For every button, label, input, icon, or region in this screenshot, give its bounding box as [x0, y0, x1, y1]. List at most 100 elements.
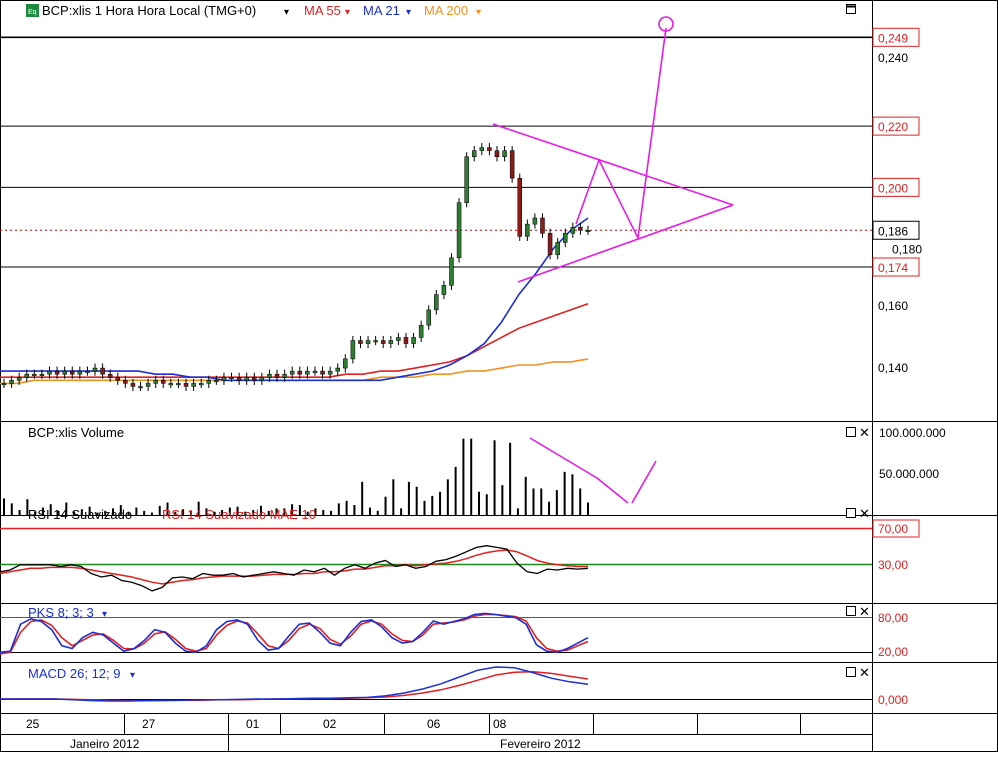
- candle: [62, 366, 67, 379]
- volume-bar: [516, 508, 519, 515]
- volume-bar: [189, 510, 192, 515]
- level-label-1: 0,220: [878, 120, 908, 134]
- volume-drawing[interactable]: [529, 437, 657, 504]
- volume-panel-controls[interactable]: ✕: [846, 425, 870, 440]
- triangle-upper-line[interactable]: [492, 123, 734, 206]
- candle: [145, 378, 151, 392]
- candle: [24, 369, 30, 382]
- close-rsi-icon[interactable]: ✕: [859, 506, 870, 521]
- candle: [85, 366, 90, 376]
- volume-bar: [80, 509, 83, 515]
- maximize-rsi-icon[interactable]: [846, 508, 856, 518]
- candle: [555, 237, 560, 260]
- price-axis: 0,240 0,160 0,140: [878, 51, 908, 375]
- volume-bar: [361, 481, 364, 515]
- candle: [494, 146, 500, 162]
- level-label-0: 0,249: [878, 31, 908, 45]
- price-tick-0160: 0,160: [878, 299, 908, 313]
- ma21-dropdown-icon[interactable]: ▾: [406, 7, 411, 18]
- candle: [115, 372, 121, 385]
- volume-bar: [532, 488, 535, 515]
- pks-panel: PKS 8; 3; 3 ▾ ✕ 80,00 20,00: [0, 604, 908, 659]
- candle: [456, 198, 462, 263]
- pks-title[interactable]: PKS 8; 3; 3: [28, 605, 94, 620]
- price-tick-0180: 0,180: [892, 243, 922, 257]
- candle: [297, 366, 303, 379]
- projection-target-circle[interactable]: [658, 16, 674, 32]
- day-label-08: 08: [493, 717, 507, 731]
- pks-dropdown-icon[interactable]: ▾: [102, 609, 107, 620]
- volume-bar: [509, 442, 512, 515]
- volume-bar: [158, 505, 161, 515]
- volume-bar: [524, 476, 527, 515]
- ma21-label[interactable]: MA 21: [363, 3, 400, 18]
- volume-bar: [143, 510, 146, 515]
- close-volume-icon[interactable]: ✕: [859, 425, 870, 440]
- candle: [350, 335, 356, 364]
- maximize-volume-icon[interactable]: [846, 427, 856, 437]
- volume-bar: [174, 511, 177, 515]
- triangle-pattern-drawing[interactable]: [492, 16, 734, 283]
- volume-bar: [221, 510, 224, 515]
- maximize-macd-icon[interactable]: [846, 667, 856, 677]
- candle: [214, 375, 219, 385]
- candle: [517, 173, 522, 241]
- macd-title[interactable]: MACD 26; 12; 9: [28, 666, 121, 681]
- candle: [509, 146, 515, 183]
- volume-bar: [213, 511, 216, 515]
- volume-bar: [205, 508, 208, 515]
- symbol-dropdown-icon[interactable]: ▾: [284, 7, 289, 18]
- candle: [229, 372, 234, 382]
- candle: [236, 372, 242, 385]
- day-label-01: 01: [246, 717, 260, 731]
- volume-bars: [3, 438, 589, 515]
- projection-zigzag[interactable]: [575, 27, 667, 241]
- candle: [570, 222, 576, 238]
- ma55-dropdown-icon[interactable]: ▾: [345, 7, 350, 18]
- volume-bar: [555, 490, 558, 515]
- close-pks-icon[interactable]: ✕: [859, 604, 870, 619]
- pks-tick-80: 80,00: [878, 611, 908, 625]
- volume-bar: [439, 491, 442, 515]
- rsi-panel: RSI 14 Suavizado RSI 14 Suavizado MAE 10…: [0, 506, 920, 592]
- volume-bar: [26, 499, 29, 515]
- ma200-dropdown-icon[interactable]: ▾: [476, 7, 481, 18]
- equity-icon-label: Eq: [28, 9, 37, 16]
- close-macd-icon[interactable]: ✕: [859, 665, 870, 680]
- macd-lines: [0, 666, 589, 702]
- maximize-pks-icon[interactable]: [846, 606, 856, 616]
- volume-tick-100m: 100.000.000: [879, 426, 946, 440]
- triangle-lower-line[interactable]: [517, 204, 734, 283]
- macd-dropdown-icon[interactable]: ▾: [130, 670, 135, 681]
- candle: [585, 225, 591, 235]
- volume-bar: [73, 511, 76, 515]
- symbol-title[interactable]: BCP:xlis 1 Hora Hora Local (TMG+0): [42, 3, 256, 18]
- candle: [198, 378, 204, 388]
- candle: [365, 335, 371, 349]
- volume-trend-line[interactable]: [529, 437, 598, 479]
- candle: [138, 381, 143, 392]
- candle: [471, 146, 477, 162]
- candle: [77, 366, 83, 379]
- volume-projection-down[interactable]: [596, 477, 629, 504]
- volume-projection-up[interactable]: [631, 460, 657, 504]
- volume-bar: [477, 491, 480, 515]
- ma55-label[interactable]: MA 55: [304, 3, 341, 18]
- candle: [540, 213, 545, 238]
- day-label-25: 25: [26, 717, 40, 731]
- candle: [252, 372, 257, 385]
- candle: [358, 335, 363, 349]
- ma200-label[interactable]: MA 200: [424, 3, 468, 18]
- volume-bar: [259, 505, 262, 515]
- volume-bar: [548, 501, 551, 515]
- volume-bar: [197, 501, 200, 515]
- volume-bar: [150, 512, 153, 515]
- volume-bar: [446, 479, 449, 515]
- rsi-ma-line: [0, 549, 588, 585]
- volume-bar: [135, 507, 138, 515]
- maximize-price-panel-icon[interactable]: [846, 4, 856, 14]
- candle: [312, 366, 318, 376]
- chart-header: Eq BCP:xlis 1 Hora Hora Local (TMG+0) ▾ …: [26, 3, 856, 18]
- volume-bar: [454, 466, 457, 515]
- volume-bar: [298, 505, 301, 515]
